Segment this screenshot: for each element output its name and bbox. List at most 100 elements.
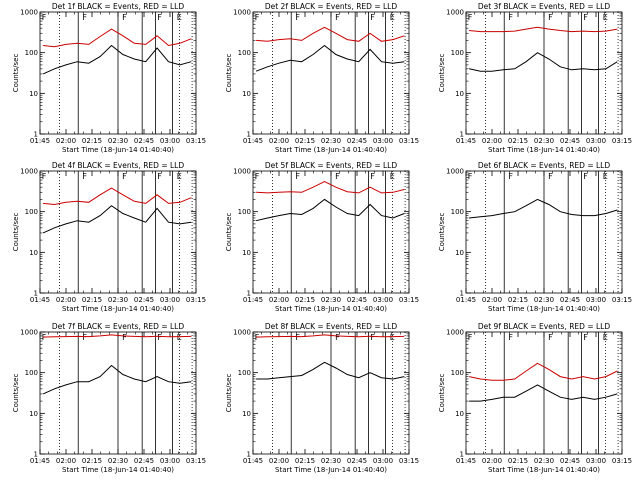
events-series-line xyxy=(469,384,618,402)
x-axis-label: Start Time (18-Jun-14 01:40:40) xyxy=(488,466,600,474)
x-tick-label: 03:15 xyxy=(612,137,632,145)
segment-label: F xyxy=(583,333,588,342)
chart-panel-7: Det 7f BLACK = Events, RED = LLD 1 10 100 10… xyxy=(12,322,206,474)
x-tick-label: 02:45 xyxy=(134,137,154,145)
x-tick-label: 02:15 xyxy=(508,457,528,465)
chart-title: Det 5f BLACK = Events, RED = LLD xyxy=(265,161,398,170)
segment-label: F xyxy=(295,172,300,181)
x-tick-label: 02:45 xyxy=(347,457,367,465)
y-tick-label: 10 xyxy=(242,410,251,418)
x-axis-label: Start Time (18-Jun-14 01:40:40) xyxy=(275,305,387,313)
x-tick-label: 03:15 xyxy=(399,296,419,304)
x-axis-label: Start Time (18-Jun-14 01:40:40) xyxy=(488,146,600,154)
x-tick-label: 02:00 xyxy=(269,296,289,304)
y-axis-label: Counts/sec xyxy=(12,213,20,252)
events-series-line xyxy=(255,44,405,72)
y-tick-label: 1000 xyxy=(20,9,38,17)
y-tick-label: 1000 xyxy=(233,168,251,176)
chart-title: Det 7f BLACK = Events, RED = LLD xyxy=(52,322,185,331)
x-tick-label: 02:45 xyxy=(560,137,580,145)
y-tick-label: 10 xyxy=(29,410,38,418)
x-tick-label: 03:00 xyxy=(160,296,180,304)
x-tick-label: 02:15 xyxy=(82,137,102,145)
x-tick-label: 03:00 xyxy=(586,137,606,145)
segment-label: F xyxy=(583,172,588,181)
segment-label: F xyxy=(122,172,127,181)
x-axis-label: Start Time (18-Jun-14 01:40:40) xyxy=(275,466,387,474)
y-tick-label: 1 xyxy=(247,290,251,298)
x-tick-label: 02:15 xyxy=(295,296,315,304)
x-axis-label: Start Time (18-Jun-14 01:40:40) xyxy=(488,305,600,313)
x-tick-label: 01:45 xyxy=(456,457,476,465)
x-tick-label: 03:00 xyxy=(373,296,393,304)
y-tick-label: 1000 xyxy=(233,329,251,337)
segment-label: E xyxy=(177,172,182,181)
x-tick-label: 02:00 xyxy=(482,137,502,145)
y-tick-label: 10 xyxy=(455,410,464,418)
chart-panel-6: Det 6f BLACK = Events, RED = LLD 1 10 100 10… xyxy=(438,161,632,313)
x-tick-label: 03:00 xyxy=(586,296,606,304)
segment-label: F xyxy=(122,13,127,22)
segment-label: F xyxy=(508,333,513,342)
y-axis-label: Counts/sec xyxy=(225,374,233,413)
x-tick-label: 02:30 xyxy=(534,457,554,465)
chart-title: Det 8f BLACK = Events, RED = LLD xyxy=(265,322,398,331)
segment-label: E xyxy=(390,172,395,181)
y-tick-label: 1 xyxy=(460,451,464,459)
segment-label: F xyxy=(508,172,513,181)
chart-panel-4: Det 4f BLACK = Events, RED = LLD 1 10 100 10… xyxy=(12,161,206,313)
events-series-line xyxy=(42,364,192,395)
x-tick-label: 01:45 xyxy=(30,296,50,304)
y-tick-label: 100 xyxy=(238,369,251,377)
x-tick-label: 03:15 xyxy=(186,457,206,465)
segment-label: E xyxy=(603,333,608,342)
chart-panel-8: Det 8f BLACK = Events, RED = LLD 1 10 100 10… xyxy=(225,322,419,474)
lld-series-line xyxy=(468,362,618,381)
segment-label: F xyxy=(468,172,473,181)
chart-title: Det 6f BLACK = Events, RED = LLD xyxy=(478,161,611,170)
y-axis-label: Counts/sec xyxy=(225,213,233,252)
segment-label: F xyxy=(370,13,375,22)
chart-panel-5: Det 5f BLACK = Events, RED = LLD 1 10 100 10… xyxy=(225,161,419,313)
x-tick-label: 02:30 xyxy=(321,137,341,145)
segment-label: F xyxy=(157,333,162,342)
y-axis-label: Counts/sec xyxy=(438,213,446,252)
x-tick-label: 02:00 xyxy=(56,457,76,465)
y-tick-label: 1000 xyxy=(446,168,464,176)
segment-label: F xyxy=(583,13,588,22)
x-tick-label: 03:00 xyxy=(373,137,393,145)
x-tick-label: 02:30 xyxy=(321,457,341,465)
chart-title: Det 4f BLACK = Events, RED = LLD xyxy=(52,161,185,170)
segment-label: F xyxy=(548,333,553,342)
x-tick-label: 02:45 xyxy=(347,137,367,145)
events-series-line xyxy=(469,198,618,219)
segment-label: F xyxy=(157,172,162,181)
segment-label: E xyxy=(390,13,395,22)
lld-series-line xyxy=(256,181,405,194)
y-tick-label: 1000 xyxy=(446,9,464,17)
segment-label: E xyxy=(177,333,182,342)
x-tick-label: 03:15 xyxy=(612,296,632,304)
x-axis-label: Start Time (18-Jun-14 01:40:40) xyxy=(62,146,174,154)
x-tick-label: 02:45 xyxy=(134,457,154,465)
x-tick-label: 03:15 xyxy=(399,457,419,465)
x-tick-label: 02:00 xyxy=(269,137,289,145)
chart-title: Det 2f BLACK = Events, RED = LLD xyxy=(265,2,398,11)
chart-panel-1: Det 1f BLACK = Events, RED = LLD 1 10 100 10… xyxy=(12,2,206,154)
events-series-line xyxy=(42,44,192,75)
y-tick-label: 10 xyxy=(29,249,38,257)
x-tick-label: 01:45 xyxy=(30,137,50,145)
y-axis-label: Counts/sec xyxy=(225,54,233,93)
segment-label: E xyxy=(177,13,182,22)
chart-title: Det 9f BLACK = Events, RED = LLD xyxy=(478,322,611,331)
x-tick-label: 03:15 xyxy=(399,137,419,145)
y-axis-label: Counts/sec xyxy=(438,54,446,93)
x-tick-label: 02:15 xyxy=(508,137,528,145)
segment-label: F xyxy=(468,13,473,22)
segment-label: F xyxy=(295,333,300,342)
y-tick-label: 1 xyxy=(247,131,251,139)
chart-panel-3: Det 3f BLACK = Events, RED = LLD 1 10 100 10… xyxy=(438,2,632,154)
segment-label: F xyxy=(548,172,553,181)
x-tick-label: 03:15 xyxy=(186,296,206,304)
